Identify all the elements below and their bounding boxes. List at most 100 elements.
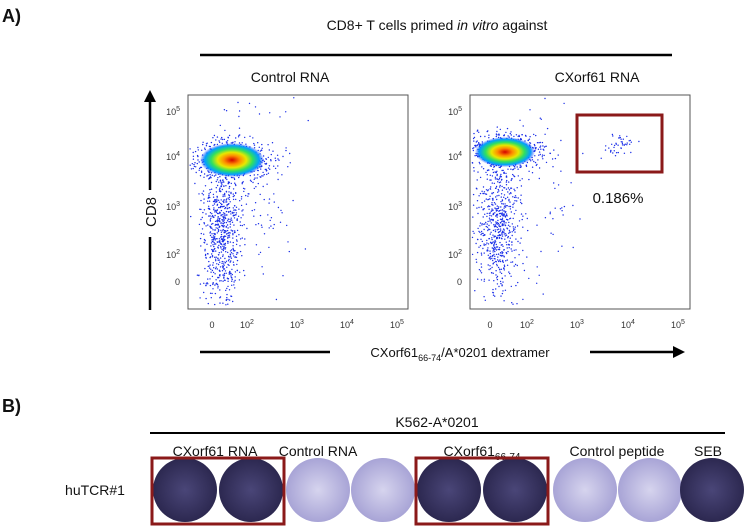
event-dot	[225, 199, 227, 201]
gate-label: 0.186%	[593, 190, 644, 207]
event-dot	[219, 179, 222, 181]
event-dot	[501, 277, 503, 279]
event-dot	[498, 194, 500, 197]
event-dot	[496, 214, 499, 216]
event-dot	[307, 119, 309, 122]
event-dot	[235, 243, 238, 246]
event-dot	[268, 227, 270, 229]
event-dot	[227, 182, 230, 184]
tick-base: 10	[621, 320, 631, 330]
event-dot	[226, 287, 228, 290]
event-dot	[479, 176, 482, 179]
tick-label: 0	[457, 277, 462, 287]
event-dot	[229, 210, 231, 213]
event-dot	[215, 256, 217, 258]
event-dot	[191, 163, 193, 165]
event-dot	[213, 203, 216, 205]
event-dot	[232, 207, 234, 209]
event-dot	[493, 244, 495, 246]
event-dot	[611, 133, 614, 136]
well	[680, 458, 744, 522]
event-dot	[219, 243, 222, 245]
event-dot	[235, 212, 238, 214]
event-dot	[231, 284, 233, 286]
event-dot	[237, 215, 240, 217]
event-dot	[210, 245, 212, 247]
event-dot	[208, 145, 211, 148]
event-dot	[221, 182, 223, 184]
event-dot	[216, 200, 218, 202]
event-dot	[218, 181, 220, 183]
event-dot	[227, 234, 229, 237]
event-dot	[212, 271, 215, 274]
event-dot	[490, 231, 492, 233]
event-dot	[513, 249, 515, 251]
event-dot	[217, 177, 219, 179]
event-dot	[522, 262, 524, 265]
event-dot	[223, 193, 226, 196]
event-dot	[560, 170, 562, 172]
event-dot	[557, 250, 559, 252]
panel-header: CD8+ T cells primed in vitro against	[327, 17, 548, 33]
event-dot	[212, 222, 214, 225]
event-dot	[211, 239, 213, 241]
event-dot	[499, 280, 502, 283]
event-dot	[215, 250, 217, 252]
event-dot	[498, 210, 501, 212]
event-dot	[485, 193, 488, 195]
event-dot	[236, 259, 239, 262]
column-label: CXorf61 RNA	[173, 443, 258, 459]
event-dot	[219, 289, 221, 291]
event-dot	[220, 205, 222, 208]
event-dot	[239, 271, 241, 273]
event-dot	[500, 282, 502, 285]
event-dot	[215, 238, 217, 240]
event-dot	[214, 224, 216, 226]
event-dot	[479, 135, 482, 138]
event-dot	[477, 212, 479, 215]
event-dot	[216, 209, 219, 211]
event-dot	[622, 138, 624, 140]
event-dot	[223, 236, 225, 238]
event-dot	[224, 231, 226, 234]
event-dot	[495, 222, 497, 224]
event-dot	[492, 192, 495, 194]
event-dot	[522, 215, 524, 217]
event-dot	[225, 191, 228, 193]
event-dot	[212, 282, 214, 284]
event-dot	[480, 266, 483, 268]
event-dot	[223, 261, 225, 263]
event-dot	[214, 214, 216, 217]
event-dot	[499, 228, 502, 230]
event-dot	[525, 165, 528, 168]
event-dot	[498, 237, 501, 239]
event-dot	[498, 285, 500, 288]
event-dot	[506, 247, 508, 249]
event-dot	[487, 189, 489, 191]
event-dot	[521, 202, 523, 205]
event-dot	[208, 205, 210, 207]
event-dot	[225, 304, 227, 306]
event-dot	[480, 230, 483, 233]
event-dot	[228, 221, 230, 223]
event-dot	[536, 142, 539, 144]
event-dot	[263, 233, 266, 235]
event-dot	[226, 220, 229, 222]
event-dot	[223, 201, 225, 204]
event-dot	[225, 260, 228, 262]
event-dot	[483, 252, 485, 254]
event-dot	[229, 201, 231, 203]
event-dot	[519, 179, 521, 182]
event-dot	[238, 208, 240, 210]
event-dot	[269, 219, 271, 222]
event-dot	[514, 200, 516, 202]
event-dot	[483, 228, 485, 231]
event-dot	[214, 303, 216, 306]
event-dot	[215, 224, 218, 226]
event-dot	[207, 197, 209, 199]
event-dot	[277, 158, 279, 160]
event-dot	[490, 222, 492, 224]
event-dot	[233, 281, 235, 283]
event-dot	[477, 278, 479, 280]
event-dot	[202, 194, 205, 196]
